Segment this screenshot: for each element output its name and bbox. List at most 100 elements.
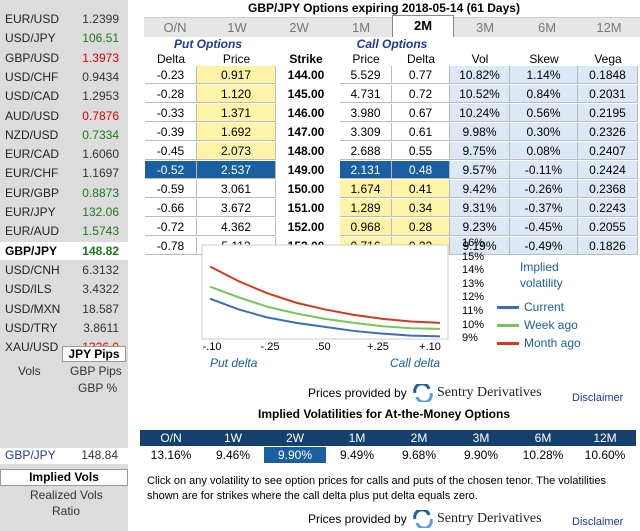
cell-vol[interactable]: 10.24% bbox=[450, 104, 510, 122]
pair-row-usd-chf[interactable]: USD/CHF 0.9434 bbox=[0, 68, 128, 86]
cell-pdelta[interactable]: -0.52 bbox=[145, 161, 197, 179]
cell-vega[interactable]: 0.1848 bbox=[578, 66, 638, 84]
disclaimer-link[interactable]: Disclaimer bbox=[572, 392, 624, 404]
cell-skew[interactable]: 0.30% bbox=[510, 123, 578, 141]
pair-row-eur-jpy[interactable]: EUR/JPY 132.06 bbox=[0, 203, 128, 221]
cell-cdelta[interactable]: 0.72 bbox=[392, 85, 450, 103]
cell-skew[interactable]: 0.56% bbox=[510, 104, 578, 122]
pair-row-eur-cad[interactable]: EUR/CAD 1.6060 bbox=[0, 145, 128, 163]
cell-vega[interactable]: 0.2368 bbox=[578, 180, 638, 198]
cell-pdelta[interactable]: -0.66 bbox=[145, 199, 197, 217]
cell-pdelta[interactable]: -0.59 bbox=[145, 180, 197, 198]
cell-pdelta[interactable]: -0.78 bbox=[145, 237, 197, 255]
cell-vega[interactable]: 0.2243 bbox=[578, 199, 638, 217]
cell-pprice[interactable]: 1.692 bbox=[197, 123, 276, 141]
tab-2m[interactable]: 2M bbox=[392, 15, 454, 37]
cell-cdelta[interactable]: 0.67 bbox=[392, 104, 450, 122]
atm-vol-cell[interactable]: 10.28% bbox=[522, 448, 564, 462]
cell-vega[interactable]: 0.2031 bbox=[578, 85, 638, 103]
cell-pprice[interactable]: 3.061 bbox=[197, 180, 276, 198]
cell-cdelta[interactable]: 0.48 bbox=[392, 161, 450, 179]
pair-row-gbp-usd[interactable]: GBP/USD 1.3973 bbox=[0, 49, 128, 67]
cell-pprice[interactable]: 2.537 bbox=[197, 161, 276, 179]
cell-vega[interactable]: 0.2424 bbox=[578, 161, 638, 179]
pair-row-usd-cnh[interactable]: USD/CNH 6.3132 bbox=[0, 261, 128, 279]
tab-1m[interactable]: 1M bbox=[330, 17, 392, 37]
cell-cprice[interactable]: 3.309 bbox=[340, 123, 392, 141]
cell-cdelta[interactable]: 0.55 bbox=[392, 142, 450, 160]
cell-pprice[interactable]: 1.120 bbox=[197, 85, 276, 103]
gbp-percent-option[interactable]: GBP % bbox=[78, 381, 118, 395]
jpy-pips-button[interactable]: JPY Pips bbox=[62, 346, 126, 362]
cell-pprice[interactable]: 3.672 bbox=[197, 199, 276, 217]
cell-cdelta[interactable]: 0.61 bbox=[392, 123, 450, 141]
cell-skew[interactable]: -0.37% bbox=[510, 199, 578, 217]
cell-pdelta[interactable]: -0.45 bbox=[145, 142, 197, 160]
cell-vol[interactable]: 9.19% bbox=[450, 237, 510, 255]
cell-cprice[interactable]: 1.289 bbox=[340, 199, 392, 217]
cell-vega[interactable]: 0.2326 bbox=[578, 123, 638, 141]
cell-vol[interactable]: 10.82% bbox=[450, 66, 510, 84]
atm-vol-cell[interactable]: 9.46% bbox=[215, 448, 251, 462]
cell-cprice[interactable]: 2.688 bbox=[340, 142, 392, 160]
cell-skew[interactable]: -0.26% bbox=[510, 180, 578, 198]
cell-cdelta[interactable]: 0.34 bbox=[392, 199, 450, 217]
cell-pprice[interactable]: 0.917 bbox=[197, 66, 276, 84]
cell-cprice[interactable]: 1.674 bbox=[340, 180, 392, 198]
cell-vol[interactable]: 10.52% bbox=[450, 85, 510, 103]
pair-row-aud-usd[interactable]: AUD/USD 0.7876 bbox=[0, 107, 128, 125]
cell-pdelta[interactable]: -0.39 bbox=[145, 123, 197, 141]
cell-cprice[interactable]: 3.980 bbox=[340, 104, 392, 122]
cell-pprice[interactable]: 4.362 bbox=[197, 218, 276, 236]
cell-skew[interactable]: -0.45% bbox=[510, 218, 578, 236]
cell-skew[interactable]: 1.14% bbox=[510, 66, 578, 84]
cell-cprice[interactable]: 0.968 bbox=[340, 218, 392, 236]
pair-row-usd-cad[interactable]: USD/CAD 1.2953 bbox=[0, 87, 128, 105]
atm-vol-cell[interactable]: 9.90% bbox=[463, 448, 499, 462]
cell-vol[interactable]: 9.98% bbox=[450, 123, 510, 141]
cell-vega[interactable]: 0.2195 bbox=[578, 104, 638, 122]
cell-skew[interactable]: -0.49% bbox=[510, 237, 578, 255]
cell-vol[interactable]: 9.31% bbox=[450, 199, 510, 217]
cell-skew[interactable]: 0.08% bbox=[510, 142, 578, 160]
pair-row-nzd-usd[interactable]: NZD/USD 0.7334 bbox=[0, 126, 128, 144]
atm-vol-cell[interactable]: 13.16% bbox=[150, 448, 192, 462]
cell-pdelta[interactable]: -0.33 bbox=[145, 104, 197, 122]
implied-vols-button[interactable]: Implied Vols bbox=[0, 469, 128, 486]
pair-row-usd-jpy[interactable]: USD/JPY 106.51 bbox=[0, 29, 128, 47]
atm-vol-cell[interactable]: 10.60% bbox=[584, 448, 626, 462]
atm-vol-cell[interactable]: 9.49% bbox=[339, 448, 375, 462]
cell-pdelta[interactable]: -0.72 bbox=[145, 218, 197, 236]
pair-row-eur-usd[interactable]: EUR/USD 1.2399 bbox=[0, 10, 128, 28]
pair-row-usd-mxn[interactable]: USD/MXN 18.587 bbox=[0, 300, 128, 318]
pair-row-eur-aud[interactable]: EUR/AUD 1.5743 bbox=[0, 222, 128, 240]
realized-vols-option[interactable]: Realized Vols bbox=[30, 488, 103, 502]
cell-pprice[interactable]: 1.371 bbox=[197, 104, 276, 122]
tab-6m[interactable]: 6M bbox=[516, 17, 578, 37]
cell-vol[interactable]: 9.23% bbox=[450, 218, 510, 236]
cell-cprice[interactable]: 5.529 bbox=[340, 66, 392, 84]
gbp-pips-option[interactable]: GBP Pips bbox=[70, 364, 122, 378]
disclaimer-link-bottom[interactable]: Disclaimer bbox=[572, 516, 624, 528]
pair-row-eur-chf[interactable]: EUR/CHF 1.1697 bbox=[0, 164, 128, 182]
tab-1w[interactable]: 1W bbox=[206, 17, 268, 37]
cell-vol[interactable]: 9.57% bbox=[450, 161, 510, 179]
tab-12m[interactable]: 12M bbox=[578, 17, 640, 37]
cell-cdelta[interactable]: 0.28 bbox=[392, 218, 450, 236]
cell-skew[interactable]: 0.84% bbox=[510, 85, 578, 103]
pair-row-usd-ils[interactable]: USD/ILS 3.4322 bbox=[0, 280, 128, 298]
cell-vol[interactable]: 9.75% bbox=[450, 142, 510, 160]
cell-pprice[interactable]: 2.073 bbox=[197, 142, 276, 160]
cell-pdelta[interactable]: -0.23 bbox=[145, 66, 197, 84]
cell-vega[interactable]: 0.2407 bbox=[578, 142, 638, 160]
pair-row-gbp-jpy[interactable]: GBP/JPY 148.82 bbox=[0, 241, 128, 260]
tab-3m[interactable]: 3M bbox=[454, 17, 516, 37]
atm-vol-cell[interactable]: 9.68% bbox=[401, 448, 437, 462]
pair-row-eur-gbp[interactable]: EUR/GBP 0.8873 bbox=[0, 184, 128, 202]
ratio-option[interactable]: Ratio bbox=[52, 504, 81, 518]
tab-on[interactable]: O/N bbox=[144, 17, 206, 37]
cell-vega[interactable]: 0.2055 bbox=[578, 218, 638, 236]
tab-2w[interactable]: 2W bbox=[268, 17, 330, 37]
cell-cdelta[interactable]: 0.41 bbox=[392, 180, 450, 198]
atm-vol-cell[interactable]: 9.90% bbox=[264, 447, 326, 463]
